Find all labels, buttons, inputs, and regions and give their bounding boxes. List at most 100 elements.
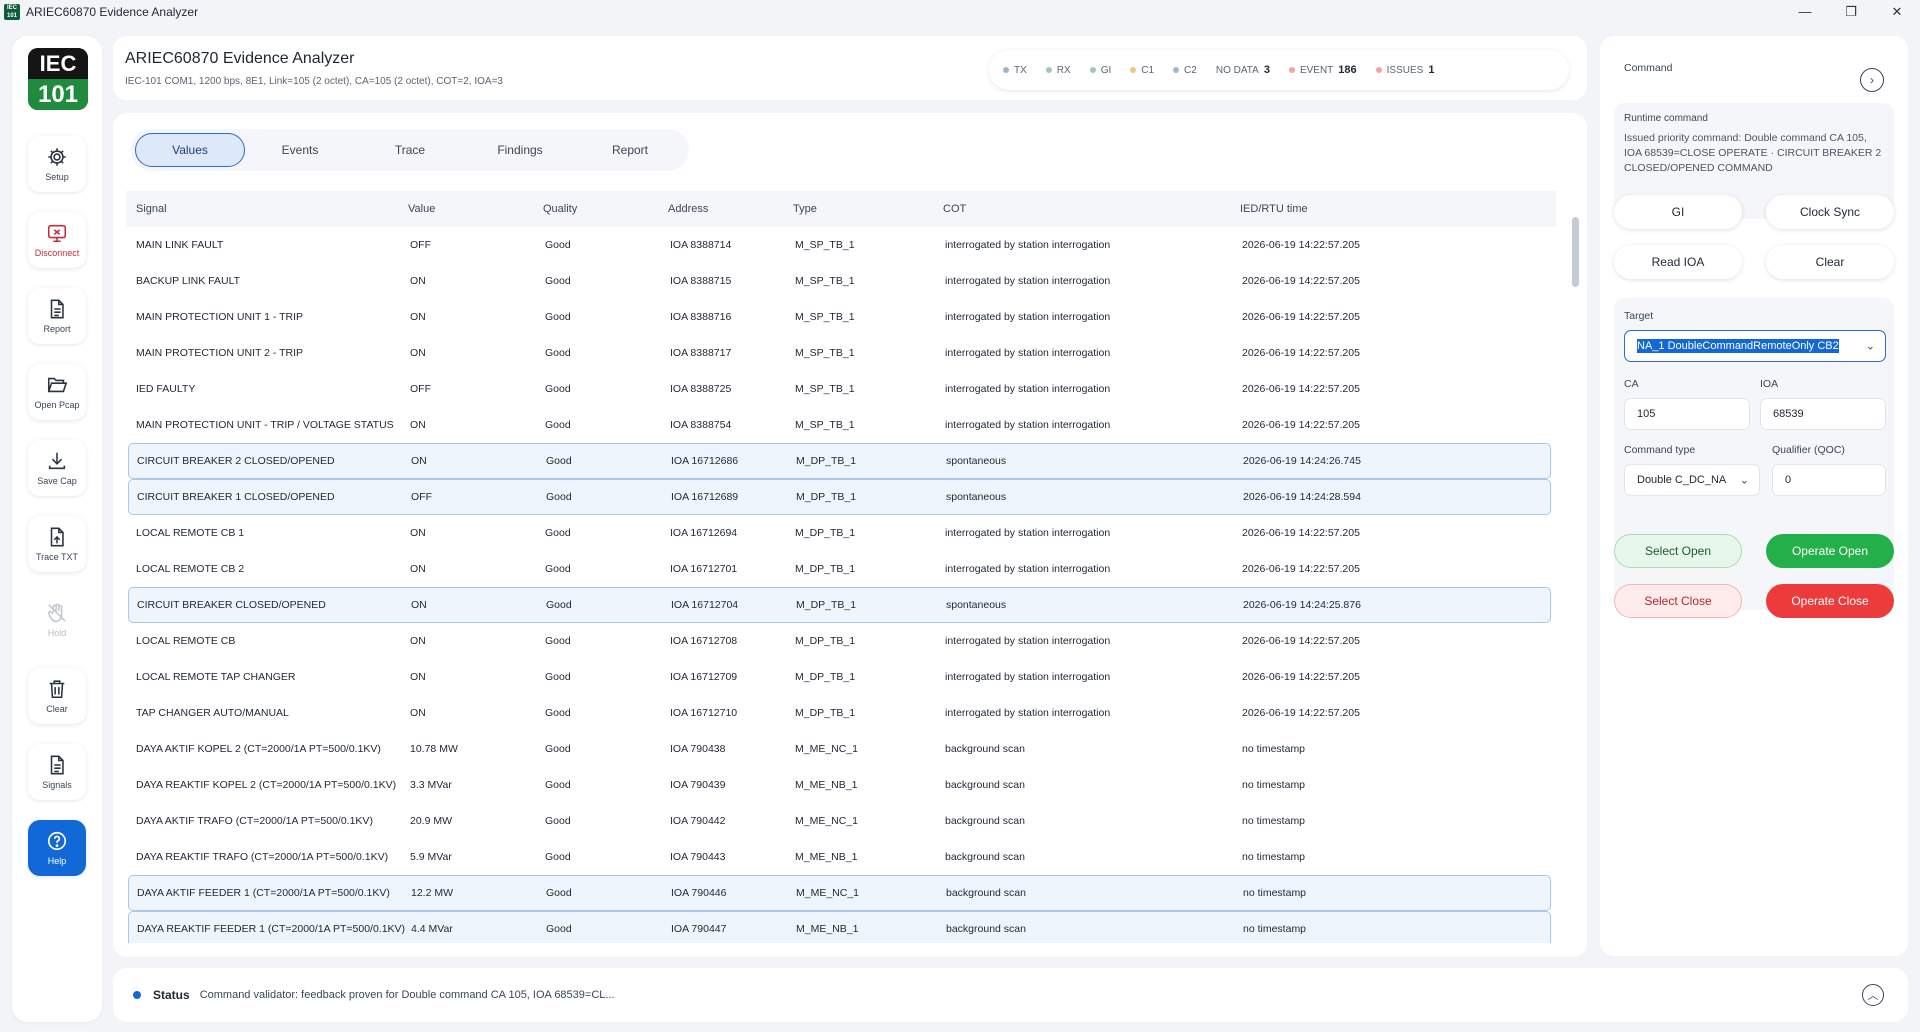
select-open-button[interactable]: Select Open (1614, 534, 1742, 568)
table-scrollbar[interactable] (1572, 217, 1579, 287)
table-row[interactable]: CIRCUIT BREAKER 2 CLOSED/OPENED ON Good IOA… (128, 443, 1551, 479)
cell-address: IOA 16712708 (670, 635, 738, 647)
maximize-button[interactable]: ❐ (1845, 3, 1857, 19)
table-row[interactable]: DAYA REAKTIF TRAFO (CT=2000/1A PT=500/0.… (128, 839, 1551, 875)
table-row[interactable]: LOCAL REMOTE TAP CHANGER ON Good IOA 167127… (128, 659, 1551, 695)
cell-value: OFF (411, 491, 432, 503)
disconnect-button[interactable]: Disconnect (28, 212, 86, 268)
command-go-button[interactable]: › (1860, 68, 1884, 92)
tab-findings[interactable]: Findings (497, 143, 543, 157)
cell-address: IOA 790439 (670, 779, 726, 791)
clock-sync-button[interactable]: Clock Sync (1766, 195, 1894, 229)
cell-quality: Good (545, 779, 571, 791)
table-row[interactable]: TAP CHANGER AUTO/MANUAL ON Good IOA 1671271… (128, 695, 1551, 731)
cell-value: 5.9 MVar (410, 851, 452, 863)
cell-signal: CIRCUIT BREAKER 1 CLOSED/OPENED (137, 491, 335, 503)
status-pill-c1: C1 (1130, 65, 1154, 76)
table-row[interactable]: MAIN PROTECTION UNIT 1 - TRIP ON Good IOA 8… (128, 299, 1551, 335)
table-row[interactable]: DAYA REAKTIF KOPEL 2 (CT=2000/1A PT=500/… (128, 767, 1551, 803)
table-row[interactable]: CIRCUIT BREAKER 1 CLOSED/OPENED OFF Good IO… (128, 479, 1551, 515)
command-type-select[interactable]: Double C_DC_NA ⌄ (1624, 464, 1760, 496)
disconnect-icon (47, 224, 67, 243)
operate-close-button[interactable]: Operate Close (1766, 584, 1894, 618)
setup-button[interactable]: Setup (28, 136, 86, 192)
col-time[interactable]: IED/RTU time (1240, 203, 1308, 215)
help-button[interactable]: Help (28, 820, 86, 876)
cell-quality: Good (546, 599, 572, 611)
status-dot (1003, 67, 1009, 73)
cell-address: IOA 8388716 (670, 311, 732, 323)
cell-time: 2026-06-19 14:22:57.205 (1242, 707, 1360, 719)
col-cot[interactable]: COT (943, 203, 967, 215)
cell-quality: Good (546, 923, 572, 935)
target-select[interactable]: NA_1 DoubleCommandRemoteOnly CB2 ⌄ (1624, 330, 1886, 362)
cell-cot: spontaneous (946, 455, 1007, 467)
expand-status-button[interactable]: ︿ (1862, 984, 1884, 1006)
cell-value: 3.3 MVar (410, 779, 452, 791)
table-row[interactable]: LOCAL REMOTE CB ON Good IOA 16712708 M_DP_TB… (128, 623, 1551, 659)
signals-list-icon (50, 755, 64, 775)
table-row[interactable]: IED FAULTY OFF Good IOA 8388725 M_SP_TB_1 int… (128, 371, 1551, 407)
cell-type: M_ME_NB_1 (796, 923, 859, 935)
download-icon (48, 452, 66, 470)
pill-label: EVENT (1299, 64, 1334, 76)
clear-command-button[interactable]: Clear (1766, 245, 1894, 279)
table-row[interactable]: LOCAL REMOTE CB 1 ON Good IOA 16712694 M_DP_… (128, 515, 1551, 551)
minimize-button[interactable]: — (1798, 4, 1812, 19)
table-row[interactable]: MAIN LINK FAULT OFF Good IOA 8388714 M_SP_TB… (128, 227, 1551, 263)
report-button[interactable]: Report (28, 288, 86, 344)
col-quality[interactable]: Quality (543, 203, 578, 215)
col-value[interactable]: Value (408, 203, 436, 215)
select-close-button[interactable]: Select Close (1614, 584, 1742, 618)
tab-events[interactable]: Events (281, 143, 319, 157)
tab-values[interactable]: Values (135, 133, 245, 167)
cell-address: IOA 790438 (670, 743, 726, 755)
cell-quality: Good (545, 347, 571, 359)
ca-field[interactable]: 105 (1624, 398, 1750, 430)
read-ioa-button[interactable]: Read IOA (1614, 245, 1742, 279)
table-row[interactable]: LOCAL REMOTE CB 2 ON Good IOA 16712701 M_DP_… (128, 551, 1551, 587)
chevron-down-icon: ⌄ (1739, 474, 1749, 487)
table-row[interactable]: MAIN PROTECTION UNIT - TRIP / VOLTAGE ST… (128, 407, 1551, 443)
table-row[interactable]: DAYA AKTIF FEEDER 1 (CT=2000/1A PT=500/0… (128, 875, 1551, 911)
signals-label: Signals (42, 780, 72, 790)
tab-trace[interactable]: Trace (394, 143, 426, 157)
clear-nav-button[interactable]: Clear (28, 668, 86, 724)
save-cap-button[interactable]: Save Cap (28, 440, 86, 496)
hold-button[interactable]: Hold (28, 592, 86, 648)
table-row[interactable]: DAYA REAKTIF FEEDER 1 (CT=2000/1A PT=500… (128, 911, 1551, 943)
col-type[interactable]: Type (793, 203, 817, 215)
status-pill-rx: RX (1045, 65, 1071, 76)
target-value: NA_1 DoubleCommandRemoteOnly CB2 (1637, 339, 1839, 353)
ioa-field[interactable]: 68539 (1760, 398, 1886, 430)
cell-signal: DAYA AKTIF FEEDER 1 (CT=2000/1A PT=500/0… (137, 887, 390, 899)
gi-button[interactable]: GI (1614, 195, 1742, 229)
cell-quality: Good (545, 707, 571, 719)
cell-signal: LOCAL REMOTE CB (136, 635, 236, 647)
table-row[interactable]: BACKUP LINK FAULT ON Good IOA 8388715 M_SP_T… (128, 263, 1551, 299)
col-address[interactable]: Address (668, 203, 709, 215)
qualifier-field[interactable]: 0 (1772, 464, 1886, 496)
close-window-button[interactable]: ✕ (1891, 3, 1903, 19)
table-row[interactable]: CIRCUIT BREAKER CLOSED/OPENED ON Good IOA 1… (128, 587, 1551, 623)
table-row[interactable]: DAYA AKTIF TRAFO (CT=2000/1A PT=500/0.1K… (128, 803, 1551, 839)
cell-type: M_SP_TB_1 (795, 239, 855, 251)
table-row[interactable]: MAIN PROTECTION UNIT 2 - TRIP ON Good IOA 8… (128, 335, 1551, 371)
signals-button[interactable]: Signals (28, 744, 86, 800)
status-pill-gi: GI (1089, 65, 1111, 76)
help-icon (47, 831, 67, 851)
cell-cot: background scan (945, 779, 1025, 791)
cell-address: IOA 790442 (670, 815, 726, 827)
gear-icon (48, 148, 66, 166)
status-pill-c2: C2 (1173, 65, 1197, 76)
cell-quality: Good (545, 563, 571, 575)
iec-101-logo: IEC 101 (28, 48, 88, 110)
table-row[interactable]: DAYA AKTIF KOPEL 2 (CT=2000/1A PT=500/0.… (128, 731, 1551, 767)
open-pcap-button[interactable]: Open Pcap (28, 364, 86, 420)
cell-value: 12.2 MW (411, 887, 454, 899)
folder-open-icon (47, 377, 68, 393)
operate-open-button[interactable]: Operate Open (1766, 534, 1894, 568)
col-signal[interactable]: Signal (136, 203, 167, 215)
tab-report[interactable]: Report (611, 143, 649, 157)
trace-txt-button[interactable]: Trace TXT (28, 516, 86, 572)
